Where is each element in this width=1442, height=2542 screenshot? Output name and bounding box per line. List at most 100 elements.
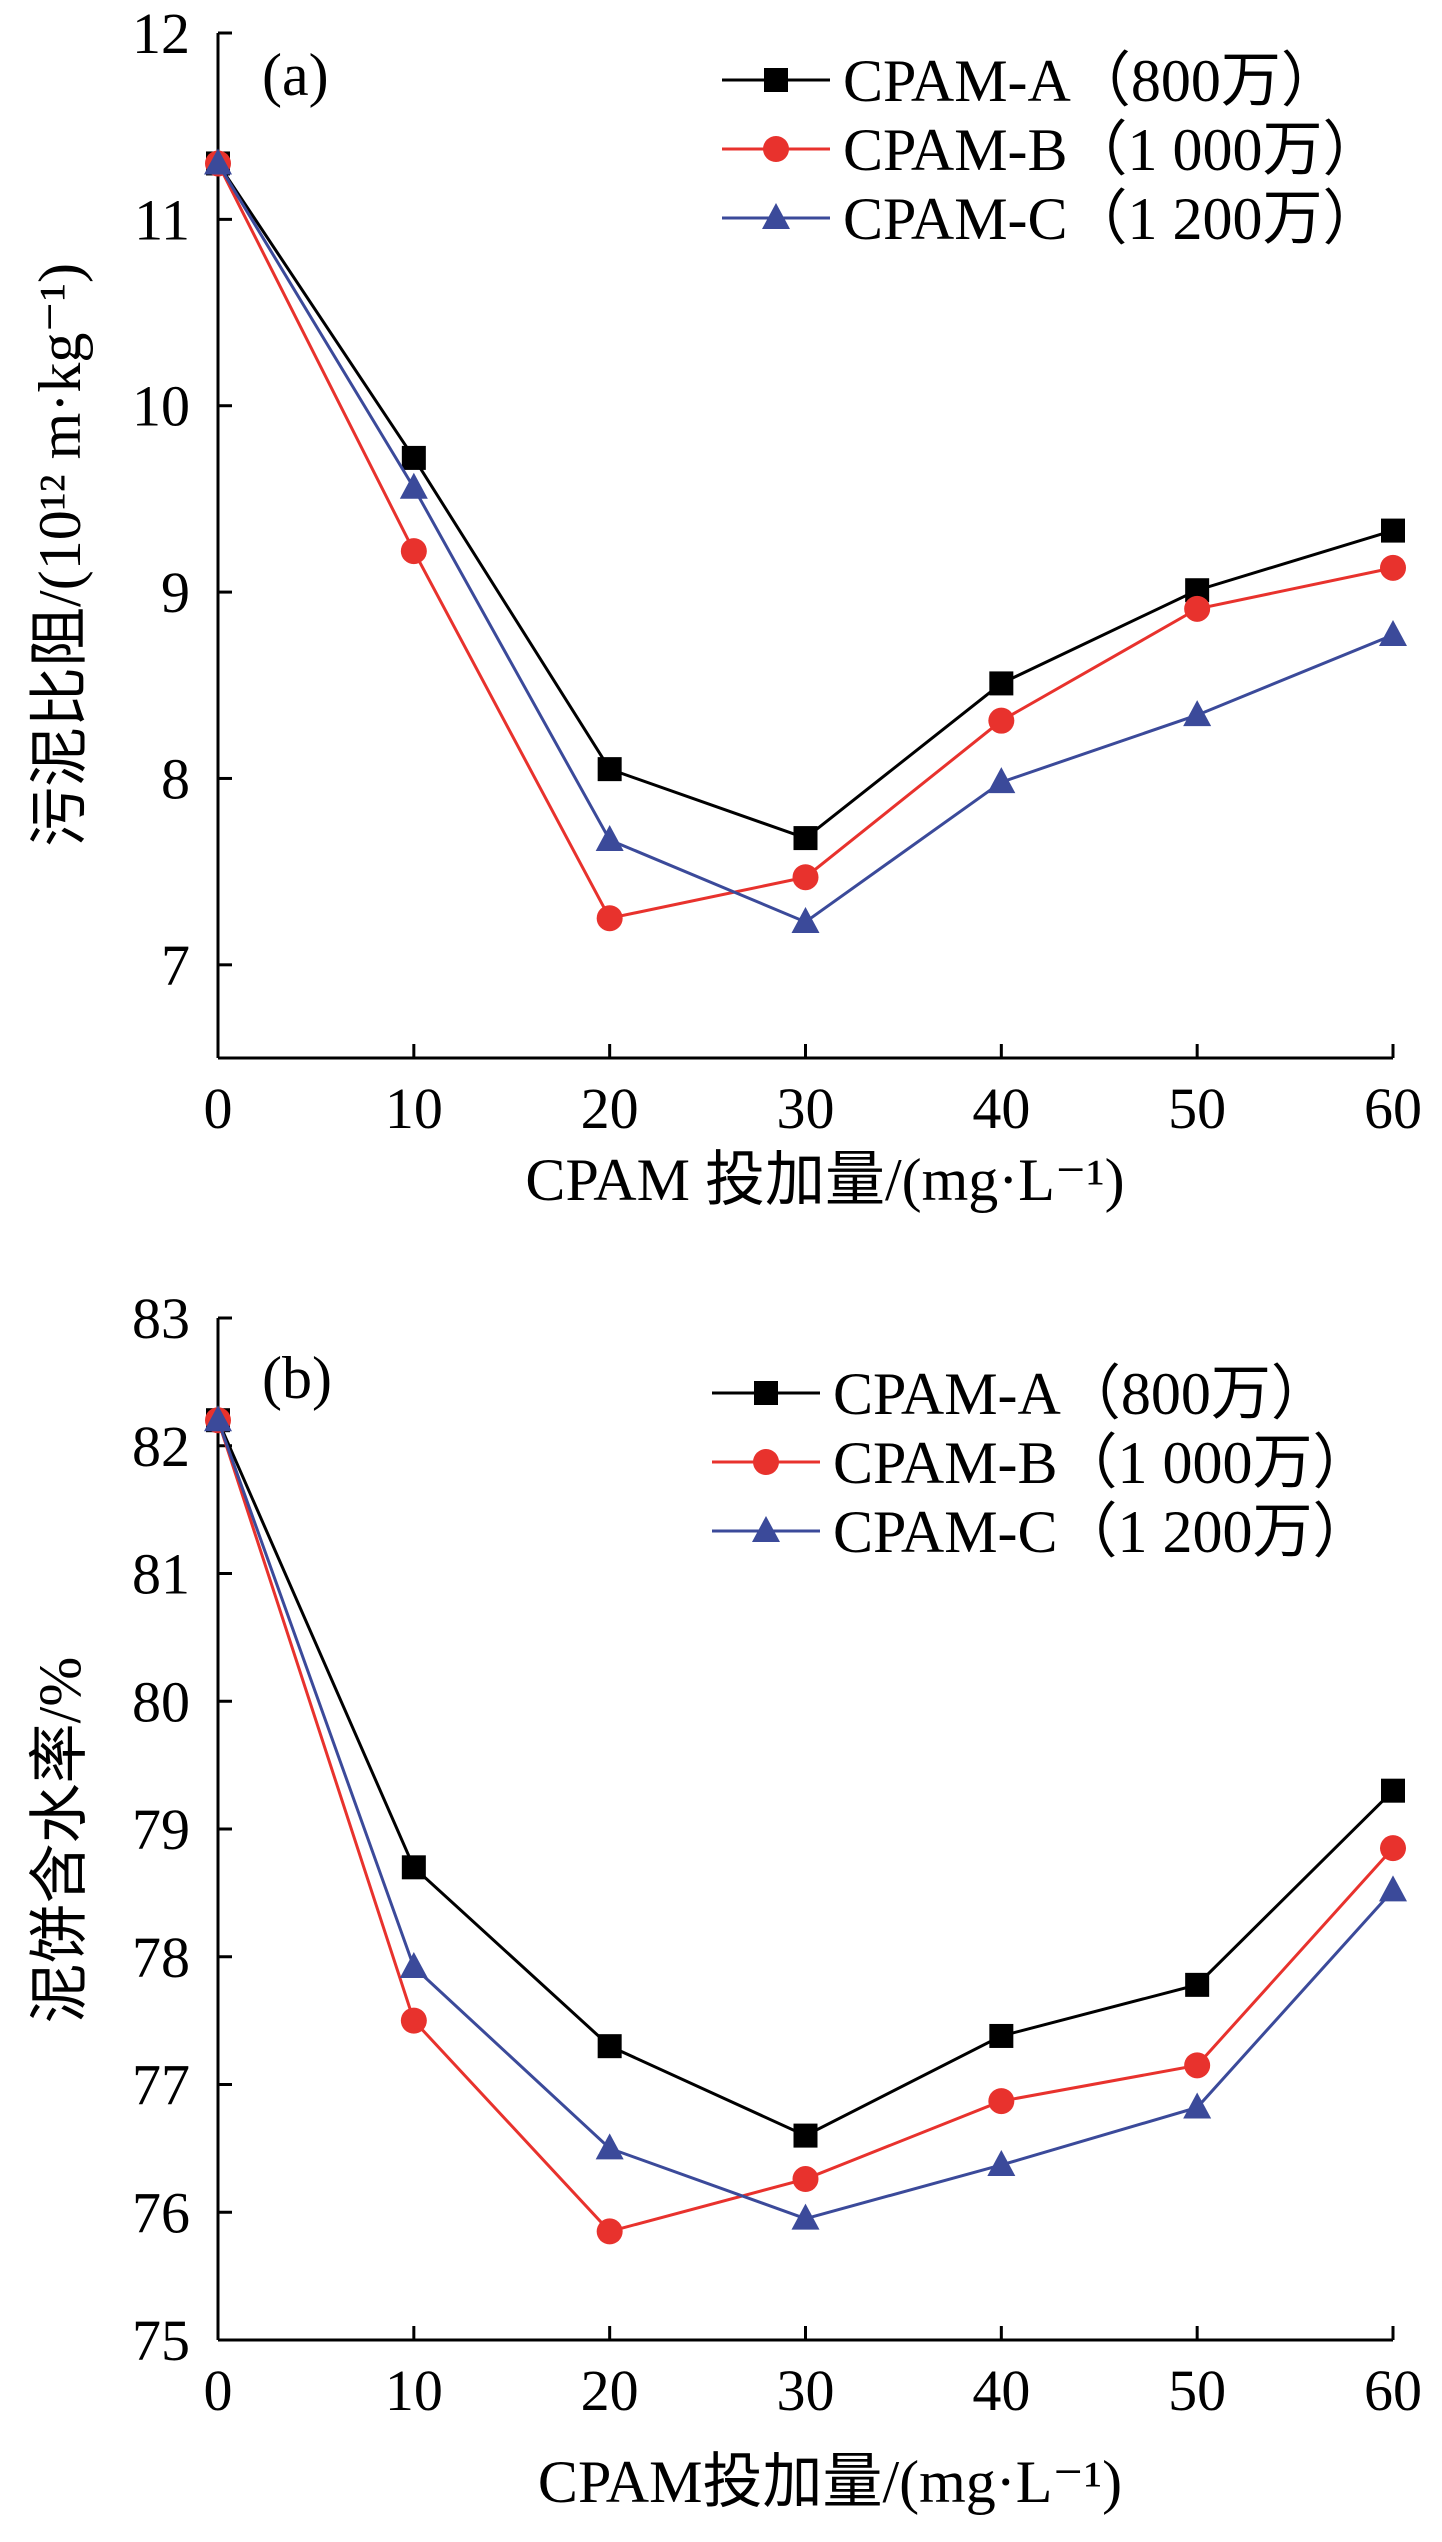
data-point	[597, 2034, 622, 2059]
y-axis-title: 污泥比阻/(10¹² m·kg⁻¹)	[27, 263, 93, 847]
legend-label: CPAM-B（1 000万）	[843, 117, 1383, 183]
y-tick-label: 78	[132, 1925, 190, 1990]
series-line	[216, 162, 1394, 920]
series-circle	[205, 150, 1406, 932]
x-tick-label: 40	[972, 1076, 1030, 1141]
x-tick-label: 30	[777, 1076, 835, 1141]
data-point	[987, 767, 1016, 794]
data-point	[1183, 2092, 1212, 2119]
chart-panel-b: 0 10 20 30 40 50 60 75 76 77 78 79 80 81 82 83 (b) CPAM投加…	[27, 1286, 1422, 2515]
data-point	[792, 2166, 819, 2193]
data-point	[204, 1405, 232, 1432]
x-tick-label: 30	[777, 2358, 835, 2423]
y-tick-label: 10	[132, 374, 190, 439]
y-tick-label: 75	[132, 2308, 190, 2373]
y-tick-label: 81	[132, 1542, 190, 1607]
y-tick-label: 76	[132, 2180, 190, 2245]
x-tick-label: 50	[1168, 1076, 1226, 1141]
legend-marker	[763, 136, 789, 162]
data-point	[792, 864, 819, 891]
legend-marker	[754, 1381, 778, 1405]
data-point	[597, 757, 622, 782]
series-line	[216, 162, 1394, 840]
legend-label: CPAM-C（1 200万）	[843, 186, 1383, 252]
data-point	[987, 2149, 1016, 2176]
legend-label: CPAM-B（1 000万）	[833, 1430, 1373, 1496]
legend-label: CPAM-A（800万）	[843, 48, 1341, 114]
legend-item: CPAM-C（1 200万）	[722, 186, 1383, 252]
data-point	[204, 148, 232, 175]
y-tick-label: 12	[132, 1, 190, 66]
legend-marker	[762, 203, 790, 229]
data-point	[401, 445, 426, 470]
legend: CPAM-A（800万）CPAM-B（1 000万）CPAM-C（1 200万）	[712, 1361, 1373, 1565]
y-tick-label: 7	[161, 933, 190, 998]
legend-item: CPAM-A（800万）	[712, 1361, 1331, 1427]
data-point	[1381, 518, 1405, 543]
data-point	[791, 2203, 820, 2230]
legend-marker	[752, 1516, 780, 1542]
data-point	[595, 2133, 624, 2160]
data-point	[596, 2218, 623, 2245]
y-tick-label: 82	[132, 1414, 190, 1479]
x-tick-label: 10	[385, 1076, 443, 1141]
data-point	[1380, 1835, 1406, 1862]
x-tick-label: 40	[972, 2358, 1030, 2423]
y-axis-title: 泥饼含水率/%	[27, 1657, 93, 2024]
series-square	[206, 151, 1405, 851]
data-point	[1380, 554, 1406, 581]
data-point	[400, 538, 427, 565]
x-tick-label: 10	[385, 2358, 443, 2423]
data-point	[1185, 1972, 1210, 1997]
data-point	[988, 707, 1015, 734]
legend-label: CPAM-C（1 200万）	[833, 1499, 1373, 1565]
y-tick-label: 9	[161, 560, 190, 625]
y-tick-label: 77	[132, 2053, 190, 2118]
legend-item: CPAM-A（800万）	[722, 48, 1341, 114]
x-tick-label: 60	[1364, 2358, 1422, 2423]
data-point	[793, 826, 818, 851]
x-axis-title: CPAM 投加量/(mg·L⁻¹)	[525, 1147, 1124, 1213]
x-tick-label: 0	[204, 1076, 233, 1141]
data-point	[1183, 700, 1212, 727]
data-point	[1184, 595, 1211, 622]
x-axis-title: CPAM投加量/(mg·L⁻¹)	[538, 2449, 1122, 2515]
x-tick-label: 50	[1168, 2358, 1226, 2423]
y-tick-label: 8	[161, 746, 190, 811]
data-point	[399, 472, 428, 499]
data-point	[401, 1855, 426, 1880]
data-point	[1184, 2052, 1211, 2079]
y-tick-label: 79	[132, 1797, 190, 1862]
series-triangle	[204, 1405, 1407, 2230]
legend-item: CPAM-B（1 000万）	[712, 1430, 1373, 1496]
data-point	[793, 2123, 818, 2148]
data-point	[989, 2023, 1014, 2048]
data-point	[1381, 1778, 1405, 1803]
data-point	[988, 2088, 1015, 2115]
x-tick-label: 20	[581, 1076, 639, 1141]
chart-panel-a: 0 10 20 30 40 50 60 7 8 9 10 11 12 (a) CPAM 投加量/(mg·L⁻…	[27, 1, 1422, 1213]
data-point	[400, 2007, 427, 2034]
data-point	[595, 824, 624, 851]
data-point	[399, 1951, 428, 1978]
legend: CPAM-A（800万）CPAM-B（1 000万）CPAM-C（1 200万）	[722, 48, 1383, 252]
y-tick-label: 80	[132, 1669, 190, 1734]
panel-label: (a)	[262, 42, 329, 108]
series-triangle	[204, 148, 1407, 933]
x-tick-label: 20	[581, 2358, 639, 2423]
legend-marker	[764, 68, 788, 92]
panel-label: (b)	[262, 1345, 332, 1411]
y-tick-label: 83	[132, 1286, 190, 1351]
x-tick-label: 60	[1364, 1076, 1422, 1141]
data-point	[989, 671, 1014, 696]
y-tick-label: 11	[134, 187, 190, 252]
legend-label: CPAM-A（800万）	[833, 1361, 1331, 1427]
legend-item: CPAM-B（1 000万）	[722, 117, 1383, 183]
legend-marker	[753, 1449, 779, 1475]
data-point	[1379, 1875, 1407, 1902]
data-point	[596, 905, 623, 932]
x-tick-label: 0	[204, 2358, 233, 2423]
data-point	[791, 906, 820, 933]
legend-item: CPAM-C（1 200万）	[712, 1499, 1373, 1565]
